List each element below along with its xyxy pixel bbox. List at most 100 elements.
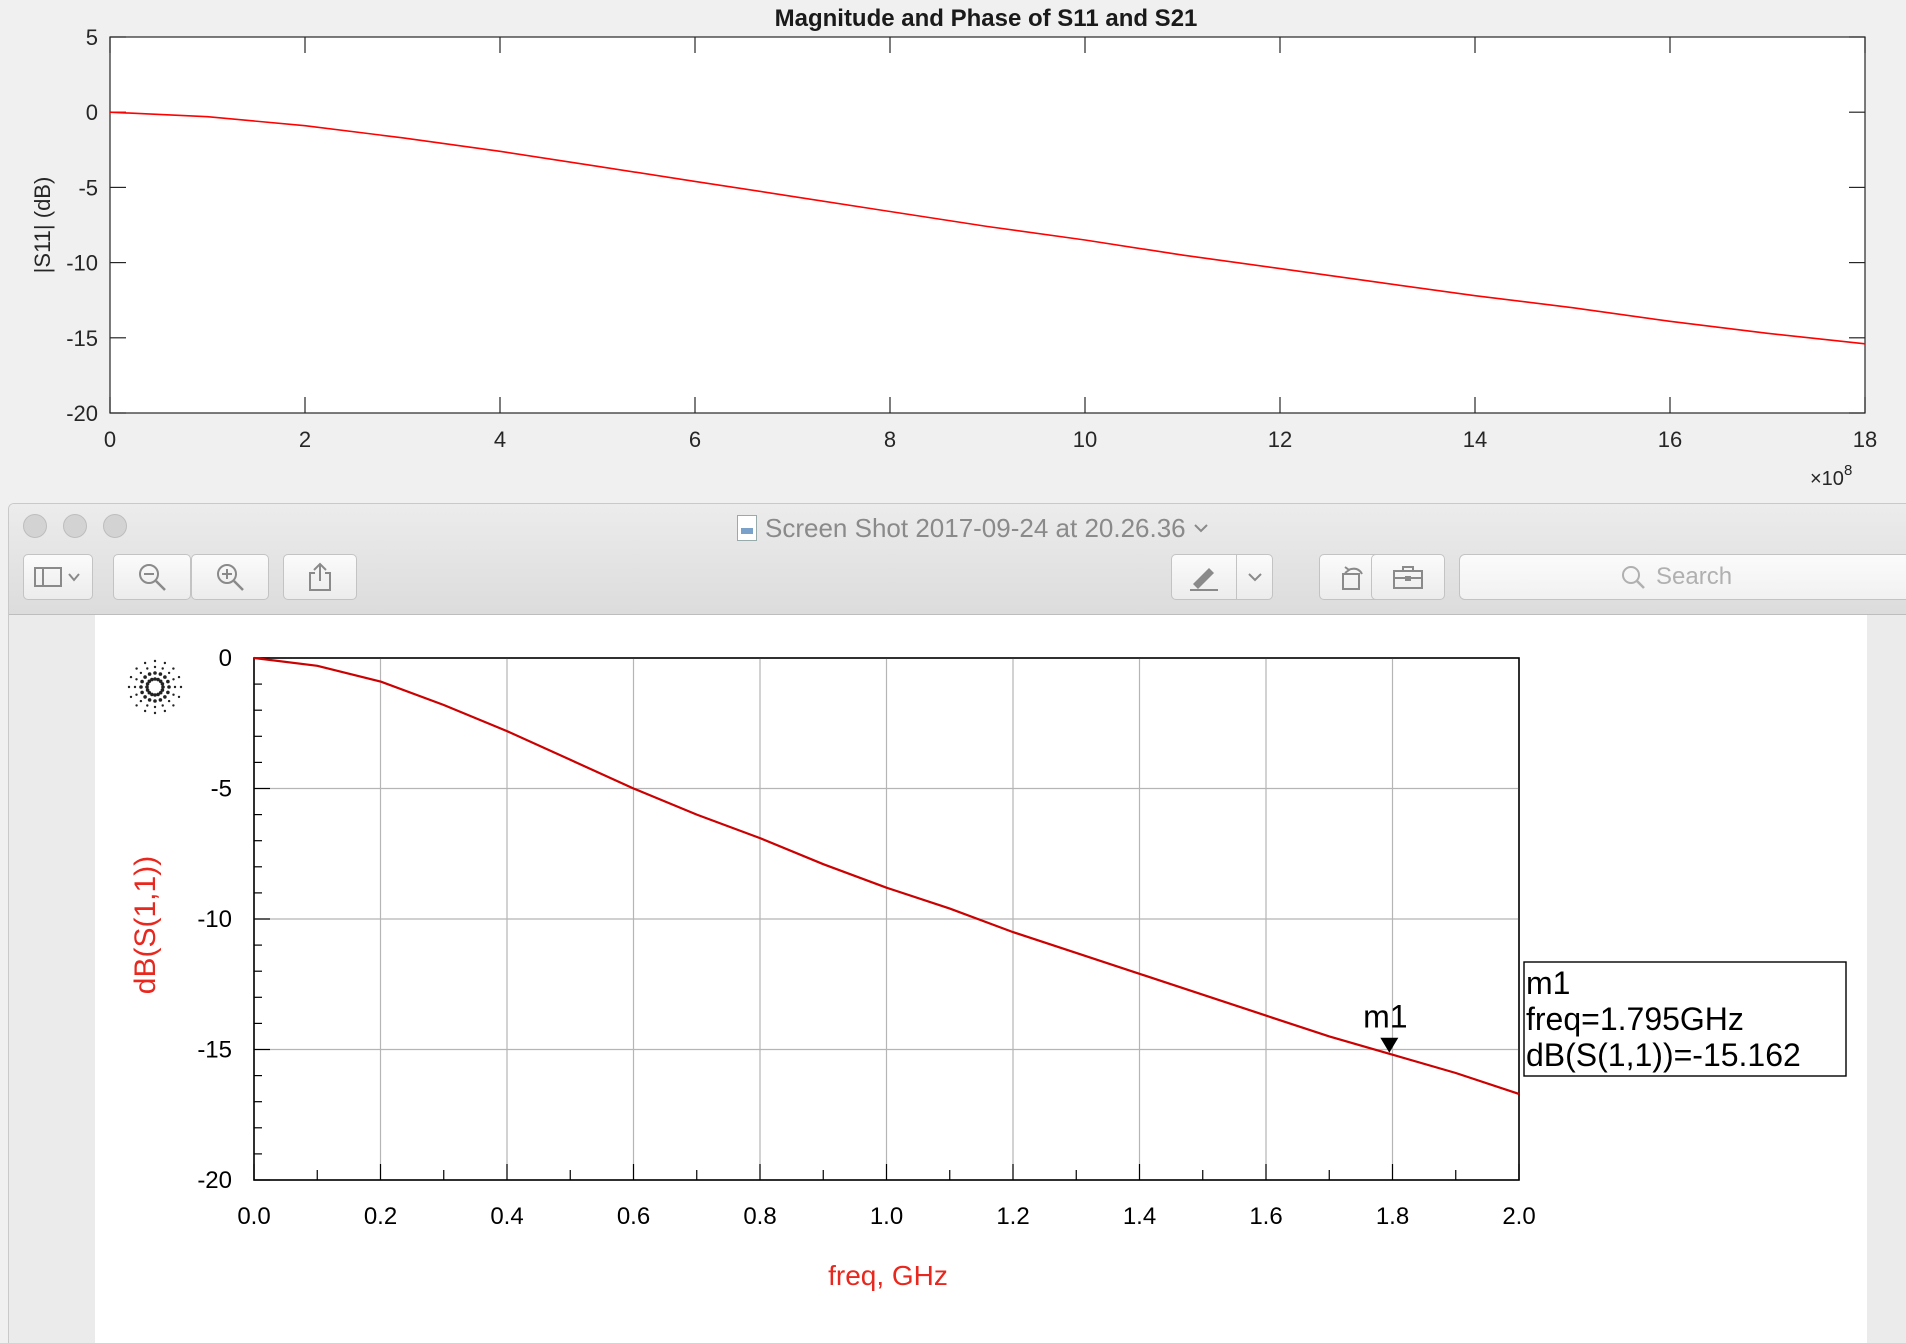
logo-dot bbox=[177, 695, 181, 699]
logo-dot bbox=[158, 672, 163, 676]
share-button[interactable] bbox=[283, 554, 357, 600]
x-tick-label: 8 bbox=[884, 427, 896, 452]
logo-dot bbox=[145, 688, 150, 692]
logo-dot bbox=[163, 695, 167, 699]
logo-dot bbox=[158, 690, 163, 695]
document-area: 0.0 0.2 0.4 0.6 0.8 1.0 1.2 1.4 1.6 1.8 2.0 0 -5 -10… bbox=[9, 615, 1906, 1343]
logo-dot bbox=[145, 682, 150, 686]
marker-readout-box: m1 freq=1.795GHz dB(S(1,1))=-15.162 bbox=[1523, 961, 1847, 1077]
logo-dot bbox=[172, 678, 175, 681]
logo-dot bbox=[135, 667, 138, 670]
logo-dot bbox=[167, 671, 171, 675]
logo-dot bbox=[150, 677, 154, 682]
logo-dot bbox=[133, 685, 137, 689]
matlab-y-axis-label: |S11| (dB) bbox=[30, 177, 55, 274]
logo-dot bbox=[153, 665, 157, 669]
close-window-button[interactable] bbox=[23, 514, 47, 538]
preview-window: Screen Shot 2017-09-24 at 20.26.36 bbox=[8, 503, 1906, 1343]
toolbox-button[interactable] bbox=[1371, 554, 1445, 600]
x-tick-label: 1.6 bbox=[1249, 1203, 1282, 1230]
markup-button[interactable] bbox=[1171, 554, 1237, 600]
document-icon bbox=[737, 515, 757, 541]
ads-chart: 0.0 0.2 0.4 0.6 0.8 1.0 1.2 1.4 1.6 1.8 2.0 0 -5 -10… bbox=[127, 645, 1847, 1291]
matlab-chart-title: Magnitude and Phase of S11 and S21 bbox=[775, 5, 1198, 32]
logo-dot bbox=[167, 699, 171, 703]
x-tick-label: 0.0 bbox=[237, 1203, 270, 1230]
logo-dot bbox=[156, 677, 160, 682]
logo-dot bbox=[153, 711, 157, 715]
x-tick-label: 1.8 bbox=[1376, 1203, 1409, 1230]
logo-dot bbox=[143, 709, 147, 713]
matlab-x-exponent-power: 8 bbox=[1844, 462, 1852, 479]
logo-dot bbox=[166, 690, 170, 695]
pen-icon bbox=[1190, 568, 1218, 591]
matlab-x-exponent: ×108 bbox=[1810, 462, 1852, 490]
logo-dot bbox=[146, 704, 149, 707]
zoom-out-button[interactable] bbox=[113, 554, 191, 600]
marker-triangle bbox=[1380, 1037, 1399, 1053]
markup-menu-button[interactable] bbox=[1237, 554, 1273, 600]
y-tick-label: 5 bbox=[86, 25, 98, 50]
logo-dot bbox=[140, 679, 144, 684]
zoom-window-button[interactable] bbox=[103, 514, 127, 538]
logo-dot bbox=[145, 685, 149, 689]
zoom-out-icon bbox=[139, 564, 166, 591]
search-icon bbox=[1622, 566, 1645, 589]
logo-dot bbox=[135, 693, 138, 696]
logo-dot bbox=[139, 699, 143, 703]
zoom-in-icon bbox=[217, 564, 244, 591]
logo-dot bbox=[160, 688, 165, 692]
x-tick-label: 1.0 bbox=[870, 1203, 903, 1230]
x-tick-label: 0.2 bbox=[364, 1203, 397, 1230]
ads-s11-series-line bbox=[253, 656, 1520, 1095]
logo-dot bbox=[153, 659, 157, 663]
matlab-plot-area bbox=[109, 36, 1866, 414]
logo-dot bbox=[153, 693, 157, 697]
y-tick-label: -15 bbox=[66, 326, 98, 351]
y-tick-label: 0 bbox=[86, 100, 98, 125]
x-tick-label: 4 bbox=[494, 427, 506, 452]
x-tick-label: 10 bbox=[1073, 427, 1097, 452]
window-title-text: Screen Shot 2017-09-24 at 20.26.36 bbox=[765, 512, 1186, 543]
logo-dot bbox=[161, 685, 165, 689]
logo-dot bbox=[153, 677, 157, 681]
logo-dot bbox=[161, 667, 164, 670]
y-tick-label: -20 bbox=[197, 1167, 232, 1194]
logo-dot bbox=[139, 685, 143, 689]
logo-dot bbox=[172, 667, 175, 670]
toolbox-icon bbox=[1393, 566, 1423, 589]
logo-dot bbox=[172, 693, 175, 696]
logo-dot bbox=[129, 695, 133, 699]
y-tick-label: 0 bbox=[219, 645, 232, 672]
x-tick-label: 0 bbox=[104, 427, 116, 452]
minimize-window-button[interactable] bbox=[63, 514, 87, 538]
x-tick-label: 0.6 bbox=[617, 1203, 650, 1230]
logo-dot bbox=[153, 699, 157, 703]
y-tick-label: -5 bbox=[211, 776, 232, 803]
logo-dot bbox=[150, 692, 154, 697]
logo-dot bbox=[158, 698, 163, 702]
logo-dot bbox=[139, 671, 143, 675]
logo-dot bbox=[153, 705, 157, 709]
search-field[interactable]: Search bbox=[1459, 554, 1906, 600]
sidebar-icon bbox=[34, 567, 80, 587]
ads-y-tick-labels: 0 -5 -10 -15 -20 bbox=[197, 645, 232, 1194]
ads-axis-ticks bbox=[253, 657, 1520, 1181]
window-title[interactable]: Screen Shot 2017-09-24 at 20.26.36 bbox=[737, 513, 1208, 543]
logo-dot bbox=[135, 678, 138, 681]
keysight-logo-icon bbox=[127, 659, 183, 715]
y-tick-label: -20 bbox=[66, 401, 98, 426]
rotate-icon bbox=[1342, 566, 1363, 590]
logo-dot bbox=[140, 690, 144, 695]
x-tick-label: 6 bbox=[689, 427, 701, 452]
chevron-down-icon bbox=[1193, 524, 1208, 533]
y-tick-label: -5 bbox=[78, 175, 98, 200]
x-tick-label: 1.2 bbox=[996, 1203, 1029, 1230]
matlab-y-tick-labels: 5 0 -5 -10 -15 -20 bbox=[66, 25, 98, 426]
marker-m1[interactable]: m1 bbox=[1363, 999, 1408, 1053]
ads-x-axis-label: freq, GHz bbox=[828, 1260, 948, 1291]
marker-readout-freq: freq=1.795GHz bbox=[1526, 1001, 1744, 1037]
sidebar-toggle-button[interactable] bbox=[23, 554, 93, 600]
logo-dot bbox=[143, 675, 147, 679]
zoom-in-button[interactable] bbox=[191, 554, 269, 600]
